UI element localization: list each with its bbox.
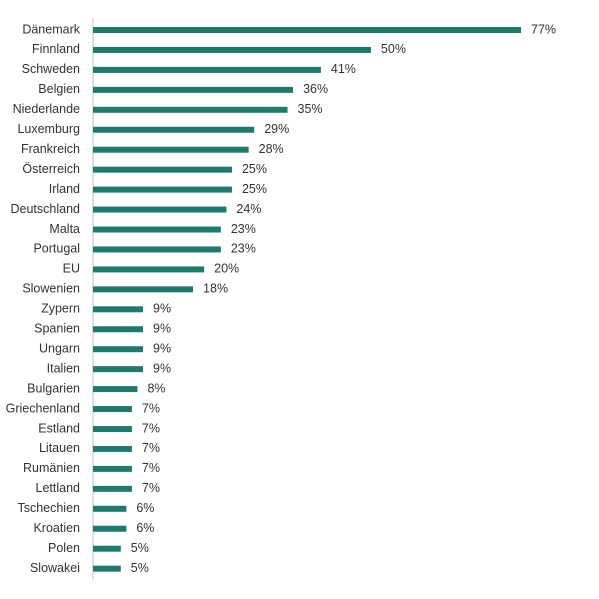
bar [93, 246, 221, 253]
bar [93, 406, 132, 413]
category-label: Lettland [36, 481, 81, 495]
value-label: 29% [264, 122, 289, 136]
category-label: Deutschland [11, 202, 81, 216]
bar [93, 66, 321, 73]
category-label: Schweden [22, 62, 80, 76]
category-label: Kroatien [33, 521, 80, 535]
category-label: Bulgarien [27, 381, 80, 395]
bar [93, 505, 127, 512]
bar [93, 545, 121, 552]
category-label: Polen [48, 541, 80, 555]
category-label: Italien [47, 361, 80, 375]
value-label: 5% [131, 541, 149, 555]
value-label: 35% [298, 102, 323, 116]
value-label: 50% [381, 42, 406, 56]
bar [93, 326, 144, 333]
value-label: 9% [153, 341, 171, 355]
bar [93, 445, 132, 452]
bar [93, 386, 138, 393]
value-label: 20% [214, 262, 239, 276]
value-label: 7% [142, 441, 160, 455]
category-label: Slowakei [30, 561, 80, 575]
bar [93, 565, 121, 572]
bar [93, 286, 194, 293]
value-label: 9% [153, 361, 171, 375]
category-label: Österreich [22, 162, 80, 176]
bar [93, 426, 132, 432]
value-label: 77% [531, 22, 556, 36]
bar [93, 206, 227, 213]
value-label: 25% [242, 162, 267, 176]
bar [93, 465, 132, 472]
category-label: Belgien [38, 82, 80, 96]
category-label: Frankreich [21, 142, 80, 156]
value-label: 28% [259, 142, 284, 156]
bar [93, 27, 521, 33]
bar [93, 166, 232, 173]
category-label: Luxemburg [17, 122, 80, 136]
value-label: 23% [231, 222, 256, 236]
value-label: 7% [142, 461, 160, 475]
bar [93, 146, 249, 153]
value-label: 18% [203, 282, 228, 296]
category-label: Irland [49, 182, 80, 196]
category-label: Ungarn [39, 341, 80, 355]
value-label: 5% [131, 561, 149, 575]
bar [93, 106, 288, 113]
bar [93, 226, 221, 233]
category-label: Litauen [39, 441, 80, 455]
category-label: Finnland [32, 42, 80, 56]
bar [93, 306, 144, 313]
value-label: 9% [153, 322, 171, 336]
category-label: Griechenland [6, 401, 80, 415]
category-label: Spanien [34, 322, 80, 336]
category-label: Niederlande [13, 102, 80, 116]
value-label: 41% [331, 62, 356, 76]
value-label: 6% [136, 521, 154, 535]
category-label: Zypern [41, 302, 80, 316]
value-label: 25% [242, 182, 267, 196]
bar [93, 46, 371, 53]
category-label: Estland [38, 421, 80, 435]
bar [93, 266, 205, 273]
value-label: 24% [236, 202, 261, 216]
value-label: 36% [303, 82, 328, 96]
value-label: 23% [231, 242, 256, 256]
bar [93, 346, 144, 353]
category-label: EU [63, 262, 80, 276]
value-label: 8% [147, 381, 165, 395]
category-label: Portugal [33, 242, 80, 256]
category-label: Rumänien [23, 461, 80, 475]
bar [93, 525, 127, 532]
value-label: 6% [136, 501, 154, 515]
bar [93, 86, 294, 93]
value-label: 9% [153, 302, 171, 316]
bar [93, 186, 232, 193]
category-label: Dänemark [22, 22, 80, 36]
value-label: 7% [142, 481, 160, 495]
category-label: Slowenien [22, 282, 80, 296]
bar [93, 126, 255, 133]
bar [93, 485, 132, 492]
category-label: Malta [49, 222, 80, 236]
bar [93, 366, 144, 373]
value-label: 7% [142, 421, 160, 435]
value-label: 7% [142, 401, 160, 415]
category-label: Tschechien [17, 501, 80, 515]
